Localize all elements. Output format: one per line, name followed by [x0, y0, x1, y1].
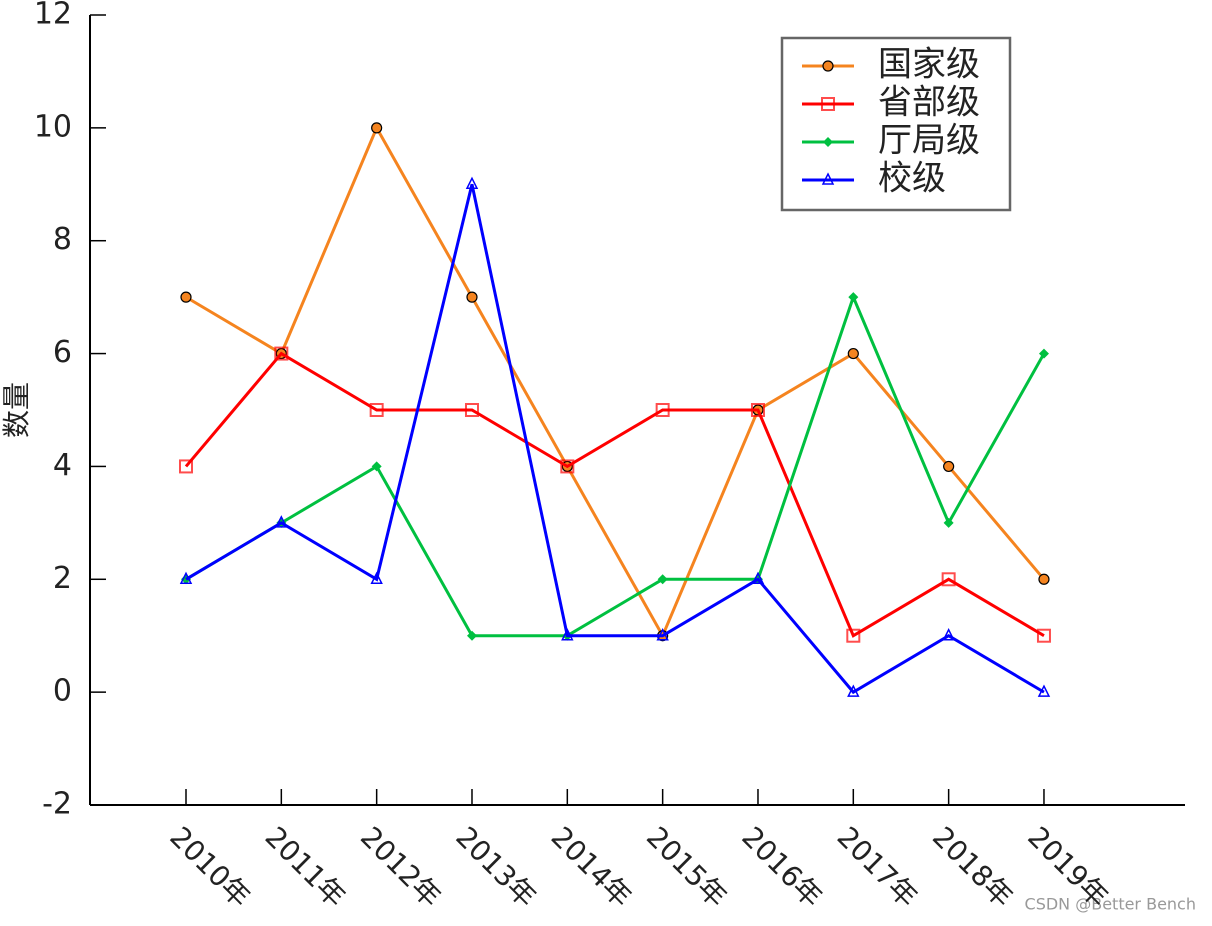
marker	[371, 122, 383, 134]
y-tick-label: 8	[53, 222, 72, 257]
y-axis-label: 数量	[0, 382, 33, 438]
x-tick-label: 2014年	[545, 820, 639, 914]
marker	[941, 572, 956, 587]
marker	[465, 176, 479, 190]
y-tick-label: 10	[34, 109, 72, 144]
marker	[1038, 348, 1049, 359]
y-tick-label: 6	[53, 335, 72, 370]
marker	[274, 346, 289, 361]
marker	[464, 403, 479, 417]
y-tick-label: -2	[42, 787, 72, 822]
marker	[821, 97, 835, 111]
marker	[821, 172, 835, 185]
x-tick-label: 2010年	[163, 820, 257, 914]
series-line	[185, 183, 1045, 695]
marker	[1038, 573, 1050, 585]
marker	[751, 571, 765, 585]
marker	[1037, 684, 1051, 697]
y-tick-label: 2	[53, 561, 72, 596]
x-tick-label: 2012年	[354, 820, 448, 914]
marker	[370, 571, 383, 585]
legend-label: 校级	[878, 159, 946, 199]
watermark: CSDN @Better Bench	[1025, 895, 1196, 914]
marker	[822, 60, 834, 72]
marker	[943, 460, 955, 473]
x-tick-label: 2015年	[640, 820, 734, 914]
series-line	[185, 292, 1046, 638]
marker	[656, 628, 669, 641]
marker	[847, 347, 859, 360]
marker	[369, 403, 384, 417]
marker	[179, 459, 193, 474]
marker	[275, 515, 288, 528]
marker	[942, 628, 955, 641]
marker	[466, 291, 478, 303]
marker	[371, 461, 382, 472]
marker	[823, 137, 833, 147]
y-tick-label: 0	[53, 674, 72, 709]
legend-label: 省部级	[878, 83, 980, 123]
marker	[657, 574, 668, 585]
x-tick-label: 2018年	[926, 820, 1020, 914]
y-tick-label: 4	[53, 448, 72, 483]
marker	[561, 628, 574, 641]
marker	[1036, 628, 1051, 643]
marker	[848, 292, 859, 303]
marker	[847, 684, 860, 697]
marker	[180, 291, 192, 303]
marker	[943, 517, 954, 528]
y-tick-label: 12	[34, 0, 72, 32]
legend-label: 厅局级	[878, 121, 980, 161]
x-tick-label: 2016年	[735, 820, 829, 914]
marker	[655, 403, 670, 417]
marker	[846, 628, 861, 643]
x-tick-label: 2011年	[259, 820, 353, 914]
legend-label: 国家级	[878, 45, 980, 85]
marker	[466, 630, 477, 641]
series-line	[184, 351, 1045, 638]
marker	[179, 571, 193, 585]
marker	[560, 459, 575, 474]
marker	[750, 403, 765, 417]
x-tick-label: 2017年	[831, 820, 925, 914]
x-tick-label: 2013年	[449, 820, 543, 914]
